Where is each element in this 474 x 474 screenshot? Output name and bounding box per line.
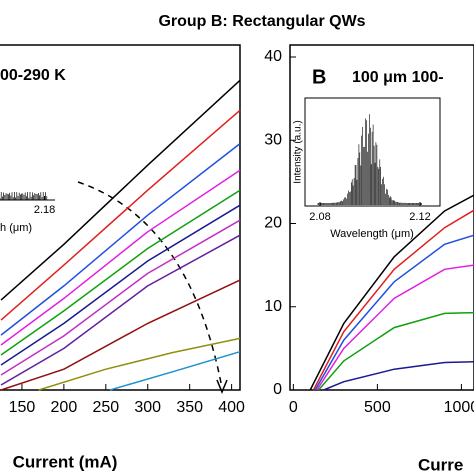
data-line — [323, 360, 474, 391]
y-tick-label: 10 — [264, 298, 282, 315]
inset-x-label: th (μm) — [0, 222, 32, 234]
x-tick-label: 250 — [92, 399, 119, 416]
data-line — [309, 194, 474, 391]
figure-title: Group B: Rectangular QWs — [158, 13, 365, 30]
x-tick-label: 350 — [176, 399, 203, 416]
x-tick-label: 300 — [134, 399, 161, 416]
data-line — [0, 79, 241, 301]
x-axis-label: Current (mA) — [13, 452, 118, 471]
data-line — [0, 279, 241, 391]
data-line — [312, 209, 474, 391]
inset-frame — [304, 97, 441, 207]
data-line — [0, 143, 241, 336]
inset-tick-label: 2.18 — [34, 204, 55, 216]
data-line — [316, 264, 474, 391]
y-tick-label: 20 — [264, 215, 282, 232]
inset-x-label: Wavelength (μm) — [330, 228, 414, 240]
plot-frame — [289, 44, 474, 391]
data-line — [0, 234, 241, 386]
data-line — [0, 109, 241, 321]
y-tick-label: 40 — [264, 48, 282, 65]
data-line — [109, 350, 241, 391]
data-line — [0, 204, 241, 366]
x-axis-label: Curre — [418, 455, 463, 474]
x-tick-label: 150 — [9, 399, 36, 416]
inset-spectrum — [317, 114, 422, 205]
y-tick-label: 0 — [273, 381, 282, 398]
y-tick-label: 30 — [264, 131, 282, 148]
data-line — [318, 311, 474, 391]
x-tick-label: 0 — [289, 399, 298, 416]
x-tick-label: 500 — [364, 399, 391, 416]
data-line — [0, 219, 241, 376]
arrow-head — [216, 379, 228, 394]
x-tick-label: 400 — [218, 399, 245, 416]
dashed-arrow — [77, 181, 223, 389]
data-line — [0, 169, 241, 346]
annotation: 100 μm 100- — [352, 69, 444, 86]
annotation: 00-290 K — [0, 67, 66, 84]
panel-label: B — [312, 66, 326, 88]
x-tick-label: 200 — [51, 399, 78, 416]
inset-tick-label: 2.12 — [409, 211, 430, 223]
data-line — [38, 337, 241, 391]
inset-spectrum — [0, 192, 48, 200]
data-line — [0, 189, 241, 356]
inset-tick-label: 2.08 — [309, 211, 330, 223]
inset-y-label: Intensity (a.u.) — [293, 120, 304, 183]
data-line — [314, 234, 474, 391]
